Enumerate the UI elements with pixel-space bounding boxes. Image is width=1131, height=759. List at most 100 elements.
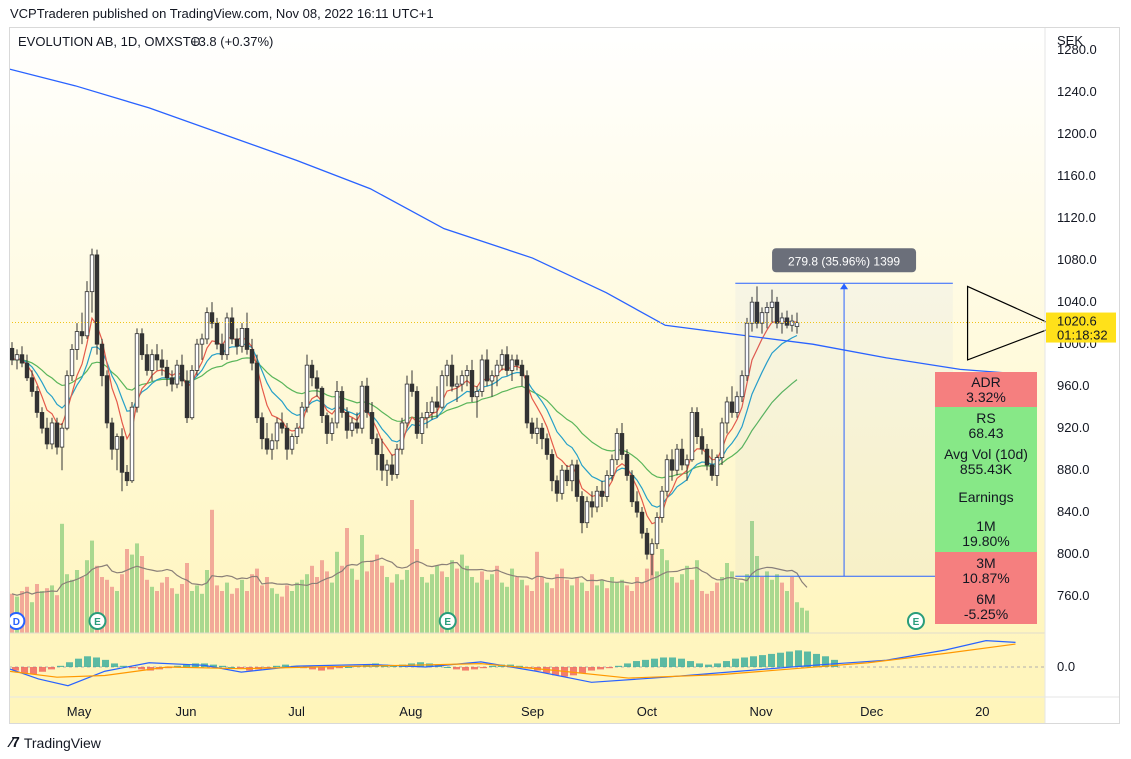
candle [619, 422, 625, 460]
macd-histogram-bar [237, 667, 244, 669]
volume-bar [495, 565, 499, 633]
candle-body [234, 338, 240, 347]
volume-bar [165, 577, 169, 633]
volume-bar [690, 579, 694, 633]
candle [534, 417, 540, 444]
volume-bar [790, 577, 794, 633]
candle [749, 296, 755, 332]
candle [204, 307, 210, 345]
volume-bar [150, 586, 154, 633]
macd-histogram-bar [57, 665, 64, 667]
candle-body [139, 333, 145, 356]
volume-bar [180, 584, 184, 633]
volume-bar [65, 574, 69, 633]
candle-body [144, 354, 150, 371]
candle-body [434, 401, 440, 408]
volume-bar [480, 571, 484, 633]
candle [79, 312, 85, 345]
candle [19, 346, 25, 368]
candle [49, 417, 55, 450]
candle-body [89, 254, 95, 293]
candle-body [609, 459, 615, 476]
candle [324, 412, 330, 444]
candle-body [404, 383, 410, 424]
candle [179, 354, 185, 387]
candle [294, 422, 300, 444]
macd-histogram-bar [714, 663, 721, 667]
candle [164, 359, 170, 387]
drawings[interactable]: 279.8 (35.96%) 1399 D E E E [9, 248, 1058, 630]
price-chart[interactable]: 279.8 (35.96%) 1399 D E E E 760.0 800.0 840.0 8… [9, 27, 1120, 724]
volume-bar [630, 591, 634, 633]
volume-bar [555, 574, 559, 633]
candlesticks [9, 248, 800, 576]
tradingview-logo[interactable]: ⁄7 TradingView [10, 734, 101, 751]
volume-bar [220, 591, 224, 633]
candle [109, 417, 115, 460]
candle-body [619, 433, 625, 455]
candle [564, 464, 570, 486]
volume-bar [620, 579, 624, 633]
volume-bar [195, 585, 199, 633]
macd-histogram-bar [795, 650, 802, 667]
candle [139, 328, 145, 360]
candle [129, 401, 135, 483]
candle-body [569, 464, 575, 482]
x-tick-label: Sep [521, 704, 544, 719]
ma200-line [9, 68, 1016, 375]
volume-bar [20, 591, 24, 633]
candle-body [559, 469, 565, 494]
volume-bar [85, 560, 89, 633]
macd-histogram-bar [642, 659, 649, 667]
stats-panel: ADR 3.32% RS 68.43 Avg Vol (10d) 855.43K… [935, 372, 1037, 624]
volume-bar [260, 585, 264, 633]
green-stats-block: RS 68.43 Avg Vol (10d) 855.43K Earnings … [935, 407, 1037, 552]
candle-body [454, 383, 460, 387]
macd-pane [9, 632, 1045, 724]
volume-bar [610, 577, 614, 633]
candle-body [614, 433, 620, 461]
volume-bar [770, 579, 774, 633]
candle-body [704, 448, 710, 466]
volume-bar [285, 585, 289, 633]
y-tick-label: 1080.0 [1057, 252, 1097, 267]
three-month-value: 10.87% [962, 570, 1010, 586]
candle-body [129, 406, 135, 482]
candle [769, 289, 775, 324]
six-month-stat: 6M -5.25% [935, 592, 1037, 622]
volume-bar [475, 582, 479, 633]
candle-body [789, 320, 795, 326]
volume-bar [735, 579, 739, 633]
macd-histogram-bar [39, 667, 46, 672]
candle [9, 342, 15, 366]
x-tick-label: Jun [175, 704, 196, 719]
macd-histogram-bar [570, 667, 577, 676]
candle [764, 302, 770, 329]
candle-body [669, 459, 675, 471]
volume-bar [600, 579, 604, 633]
volume-bar [640, 582, 644, 633]
candle [239, 323, 245, 353]
volume-bar [730, 571, 734, 633]
candle [539, 422, 545, 450]
candle-body [269, 440, 275, 450]
candle [274, 417, 280, 450]
volume-bar [645, 568, 649, 633]
volume-bar [490, 574, 494, 633]
candle [579, 491, 585, 534]
candle-body [634, 501, 640, 513]
macd-histogram-bar [822, 656, 829, 667]
volume-bar [565, 579, 569, 633]
earnings-marker-label: E [913, 617, 920, 628]
volume-bar [655, 571, 659, 633]
rs-label: RS [976, 410, 996, 426]
candle-body [39, 412, 45, 429]
volume-bar [350, 568, 354, 633]
macd-histogram-bar [273, 665, 280, 667]
earnings-marker-circle [438, 612, 457, 630]
candle-body [529, 422, 535, 434]
candle-body [334, 391, 340, 424]
candle [154, 344, 160, 371]
candle [544, 433, 550, 460]
candle [394, 443, 400, 479]
